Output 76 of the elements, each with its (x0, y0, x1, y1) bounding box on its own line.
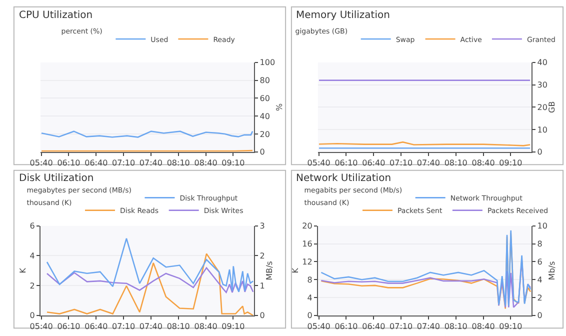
line-series (46, 253, 254, 316)
y-axis-title: K (290, 267, 300, 274)
y2-axis-title: Mb/s (548, 261, 557, 280)
x-tick-label: 07:10 (112, 322, 136, 332)
y2-tick-label: 0 (260, 311, 265, 320)
x-tick-label: 05:40 (30, 158, 53, 168)
y2-tick-label: 4 (537, 275, 542, 284)
x-tick-label: 06:10 (57, 322, 80, 332)
y2-tick-label: 6 (537, 258, 542, 267)
x-tick-label: 06:40 (362, 158, 386, 168)
y-tick-label: 2 (30, 281, 35, 290)
y2-axis-title: % (275, 102, 284, 111)
y2-tick-label: 20 (260, 130, 270, 139)
y2-tick-label: 0 (537, 311, 542, 320)
x-tick-label: 07:10 (390, 158, 413, 168)
x-tick-label: 08:10 (166, 322, 190, 332)
y2-tick-label: 10 (537, 125, 548, 134)
y2-tick-label: 100 (260, 58, 276, 68)
x-tick-label: 08:40 (472, 158, 495, 168)
chart-title: Disk Utilization (19, 173, 94, 184)
y2-tick-label: 3 (260, 222, 265, 231)
x-tick-label: 07:40 (139, 158, 162, 168)
line-series (46, 267, 254, 294)
x-tick-label: 06:40 (84, 158, 108, 168)
x-tick-label: 05:40 (307, 158, 330, 168)
y2-tick-label: 20 (537, 102, 548, 112)
y2-tick-label: 0 (260, 148, 265, 157)
x-tick-label: 08:40 (194, 322, 218, 332)
x-tick-label: 08:10 (444, 322, 468, 332)
y2-tick-label: 1 (260, 281, 265, 290)
chart-title: Memory Utilization (296, 10, 390, 21)
y-axis-title: K (18, 267, 28, 274)
x-tick-label: 09:10 (222, 322, 245, 332)
x-tick-label: 08:40 (472, 322, 495, 332)
x-tick-label: 05:40 (307, 322, 330, 332)
y-tick-label: 4 (307, 293, 312, 302)
y-tick-label: 16 (302, 240, 312, 249)
y2-tick-label: 8 (537, 240, 542, 249)
y-tick-label: 4 (30, 252, 35, 261)
chart-title: CPU Utilization (19, 10, 93, 21)
x-tick-label: 07:10 (112, 158, 136, 168)
y2-tick-label: 30 (537, 80, 548, 90)
x-tick-label: 06:40 (84, 322, 108, 332)
line-series (46, 238, 254, 293)
x-tick-label: 08:10 (444, 158, 468, 168)
y-tick-label: 6 (30, 222, 35, 231)
x-tick-label: 07:40 (139, 322, 162, 332)
x-tick-label: 07:40 (416, 322, 440, 332)
y2-tick-label: 80 (260, 76, 270, 86)
y2-tick-label: 40 (260, 112, 270, 121)
x-tick-label: 07:10 (390, 322, 413, 332)
x-tick-label: 07:40 (416, 158, 440, 168)
x-tick-label: 06:10 (57, 158, 80, 168)
x-tick-label: 09:10 (499, 158, 522, 168)
x-tick-label: 09:10 (499, 322, 522, 332)
x-tick-label: 06:10 (334, 322, 358, 332)
y2-tick-label: 60 (260, 94, 270, 104)
y-tick-label: 8 (307, 275, 312, 284)
x-tick-label: 09:10 (222, 158, 245, 168)
y-tick-label: 20 (302, 222, 312, 231)
x-tick-label: 06:10 (334, 158, 358, 168)
x-tick-label: 08:10 (166, 158, 190, 168)
y-tick-label: 0 (307, 311, 312, 320)
y2-tick-label: 2 (260, 252, 265, 261)
chart-title: Network Utilization (296, 173, 392, 184)
x-tick-label: 05:40 (30, 322, 53, 332)
y2-tick-label: 10 (537, 222, 548, 231)
y2-axis-title: MB/s (264, 261, 274, 280)
y2-axis-title: GB (548, 101, 557, 114)
y-tick-label: 0 (30, 311, 35, 320)
y2-tick-label: 0 (537, 148, 542, 157)
y2-tick-label: 40 (537, 58, 548, 68)
x-tick-label: 06:40 (362, 322, 386, 332)
y-tick-label: 12 (302, 258, 312, 267)
y2-tick-label: 2 (537, 293, 542, 302)
x-tick-label: 08:40 (194, 158, 218, 168)
